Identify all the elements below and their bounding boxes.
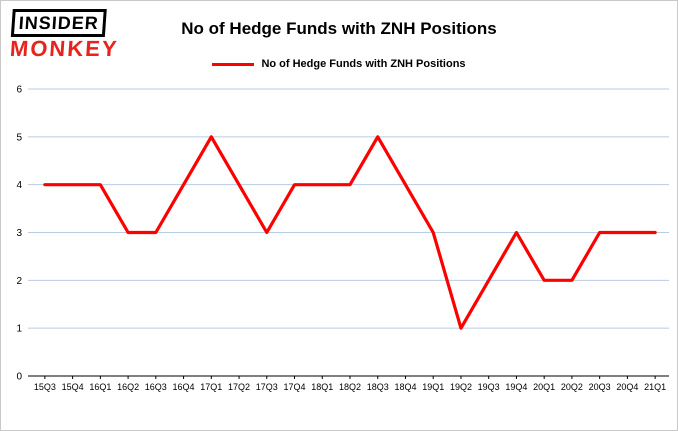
x-axis-label: 19Q3 (478, 382, 500, 392)
x-axis-label: 21Q1 (644, 382, 666, 392)
y-axis-label: 0 (16, 372, 22, 383)
x-axis-label: 15Q3 (34, 382, 56, 392)
x-axis-label: 19Q2 (450, 382, 472, 392)
x-axis-label: 19Q1 (422, 382, 444, 392)
y-axis-label: 5 (16, 132, 22, 143)
y-axis-label: 1 (16, 324, 22, 335)
x-axis-label: 17Q1 (200, 382, 222, 392)
x-axis-label: 17Q3 (256, 382, 278, 392)
x-axis-label: 15Q4 (62, 382, 84, 392)
x-axis-label: 20Q1 (533, 382, 555, 392)
series-line (43, 135, 657, 330)
y-axis-label: 3 (16, 228, 22, 239)
x-axis-label: 17Q2 (228, 382, 250, 392)
legend-label: No of Hedge Funds with ZNH Positions (261, 58, 466, 70)
x-axis-label: 18Q3 (367, 382, 389, 392)
x-axis-label: 20Q3 (589, 382, 611, 392)
y-axis-label: 2 (16, 276, 22, 287)
x-axis-label: 18Q1 (311, 382, 333, 392)
y-axis-label: 4 (16, 180, 22, 191)
chart-legend: No of Hedge Funds with ZNH Positions (1, 58, 677, 70)
x-axis-label: 16Q2 (117, 382, 139, 392)
legend-line-swatch (212, 62, 255, 66)
y-axis-label: 6 (16, 85, 22, 96)
x-axis-label: 16Q1 (89, 382, 111, 392)
x-axis-label: 16Q3 (145, 382, 167, 392)
x-axis-label: 18Q2 (339, 382, 361, 392)
x-axis-label: 17Q4 (284, 382, 306, 392)
x-axis-label: 20Q4 (616, 382, 638, 392)
x-axis-label: 19Q4 (505, 382, 527, 392)
x-axis-label: 16Q4 (173, 382, 195, 392)
x-axis-label: 20Q2 (561, 382, 583, 392)
chart-title: No of Hedge Funds with ZNH Positions (181, 19, 497, 38)
x-axis-label: 18Q4 (394, 382, 416, 392)
